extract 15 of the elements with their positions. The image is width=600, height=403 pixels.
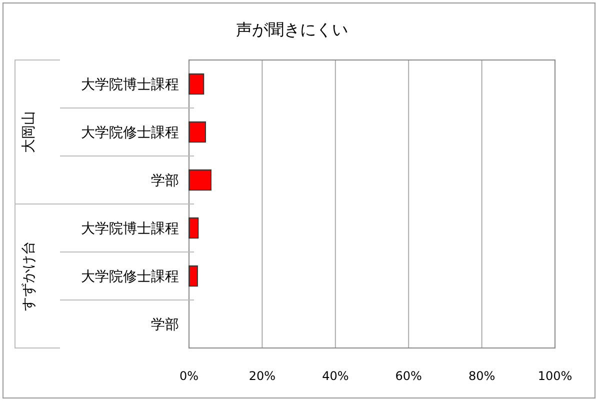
x-tick-label: 100% [538,369,572,383]
x-tick-label: 40% [322,369,349,383]
y-tick-label: 大学院修士課程 [81,125,179,141]
y-tick-label: 学部 [151,173,179,189]
text: 大岡山 [21,111,37,153]
y-tick-label: 大学院修士課程 [81,269,179,285]
x-tick-label: 60% [395,369,422,383]
title: 声が聞きにくい [236,20,348,39]
text: すずかけ台 [21,241,37,311]
x-tick-label: 0% [179,369,199,383]
x-tick-label: 80% [468,369,496,383]
x-tick-label: 20% [248,369,276,383]
y-tick-label: 学部 [151,317,179,333]
y-tick-label: 大学院博士課程 [81,221,179,237]
y-tick-label: 大学院博士課程 [81,77,179,93]
